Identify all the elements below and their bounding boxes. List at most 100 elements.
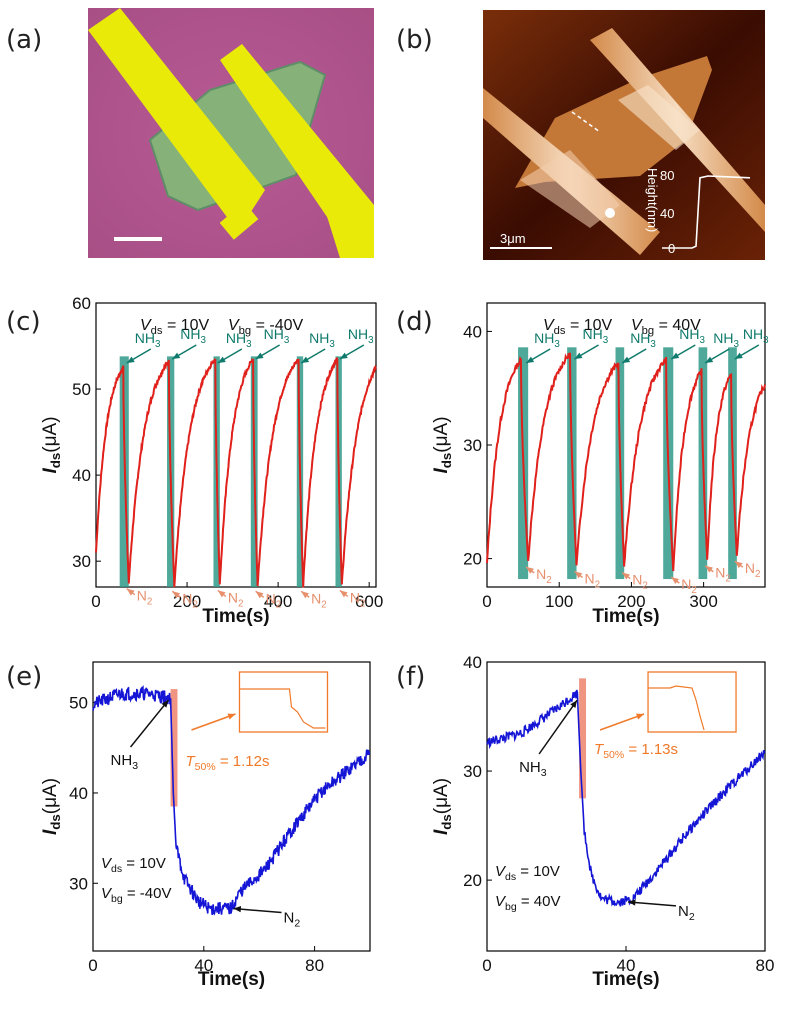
nh3-label-2-sub: 3 bbox=[650, 339, 656, 350]
n2-label-1-main: N bbox=[585, 570, 595, 586]
y-tick-label: 40 bbox=[463, 653, 482, 672]
optical-image bbox=[88, 8, 374, 258]
vbg-sub: bg bbox=[111, 893, 123, 905]
y-axis-label-main: I bbox=[431, 468, 452, 474]
nh3-label-5-main: NH bbox=[743, 326, 763, 342]
plot-frame bbox=[92, 661, 371, 952]
n2-arrow-0-head bbox=[526, 566, 534, 574]
n2-label-2-sub: 2 bbox=[238, 598, 243, 609]
panel-label-d: (d) bbox=[396, 307, 433, 337]
y-tick-label: 30 bbox=[72, 552, 91, 571]
nh3-label-2-main: NH bbox=[630, 330, 650, 346]
n2-arrow-5-head bbox=[339, 590, 348, 598]
n2-label-0: N2 bbox=[536, 566, 552, 586]
n2-label-1-main: N bbox=[182, 590, 192, 606]
n2-label-5-main: N bbox=[350, 589, 360, 605]
nh3-arrow-4-head bbox=[301, 356, 310, 363]
nh3-arrow-shaft bbox=[129, 699, 170, 748]
vds-value: = 10V bbox=[566, 317, 613, 334]
t50-label: T50% = 1.12s bbox=[185, 753, 269, 773]
inset-trace bbox=[239, 688, 326, 729]
n2-label-0-main: N bbox=[137, 588, 147, 604]
n2-label-0-sub: 2 bbox=[147, 597, 152, 608]
condition-vds: Vds = 10V bbox=[543, 317, 613, 337]
nh3-label: NH3 bbox=[519, 759, 547, 779]
y-tick-label: 30 bbox=[463, 762, 482, 781]
t50-main: T bbox=[594, 741, 605, 758]
y-tick-label: 50 bbox=[72, 380, 91, 399]
nh3-label-4-sub: 3 bbox=[733, 339, 739, 350]
current-trace bbox=[92, 685, 371, 916]
condition-vds: Vds = 10V bbox=[495, 863, 560, 883]
nh3-label-3-sub: 3 bbox=[284, 335, 290, 346]
afm-height-axis-label: Height(nm) bbox=[645, 168, 660, 232]
afm-scale-bar-label: 3μm bbox=[500, 231, 526, 246]
vds-sub: ds bbox=[151, 325, 163, 337]
n2-label-2: N2 bbox=[228, 589, 244, 609]
inset-trace bbox=[648, 685, 705, 731]
n2-label-5-main: N bbox=[745, 560, 755, 576]
nh3-arrow-1-head bbox=[574, 352, 583, 359]
y-tick-label: 30 bbox=[463, 436, 482, 455]
nh3-label-2-main: NH bbox=[226, 330, 246, 346]
nh3-arrow-head bbox=[161, 699, 169, 708]
n2-label-4: N2 bbox=[715, 565, 731, 585]
y-axis-label-group: Ids(μA) bbox=[40, 778, 63, 835]
afm-image: 3μm Height(nm) 80 40 0 bbox=[483, 10, 765, 260]
y-axis-label-unit: (μA) bbox=[431, 416, 452, 452]
nh3-arrow-0-head bbox=[526, 356, 535, 363]
n2-label-2-main: N bbox=[228, 589, 238, 605]
condition-vbg: Vbg = -40V bbox=[228, 317, 303, 337]
t50-main: T bbox=[185, 753, 196, 770]
n2-label-0-main: N bbox=[536, 566, 546, 582]
inset-arrow-head bbox=[636, 713, 645, 720]
condition-vds: Vds = 10V bbox=[101, 855, 166, 875]
y-axis-label-sub: ds bbox=[48, 814, 63, 830]
t50-value: = 1.13s bbox=[624, 741, 678, 758]
y-tick-label: 40 bbox=[72, 466, 91, 485]
n2-arrow-5-head bbox=[734, 561, 743, 569]
y-axis-label-unit: (μA) bbox=[40, 416, 61, 452]
t50-label: T50% = 1.13s bbox=[594, 741, 678, 761]
x-axis-label: Time(s) bbox=[202, 606, 269, 627]
nh3-arrow-3-head bbox=[255, 352, 264, 359]
nh3-label-4-main: NH bbox=[309, 330, 329, 346]
nh3-label-3-sub: 3 bbox=[700, 335, 706, 346]
panel-label-b: (b) bbox=[396, 25, 433, 55]
n2-label-sub: 2 bbox=[689, 911, 695, 923]
nh3-label-5: NH3 bbox=[743, 326, 769, 346]
x-axis-label: Time(s) bbox=[592, 606, 659, 627]
nh3-label-4: NH3 bbox=[713, 330, 739, 350]
n2-label-4-main: N bbox=[311, 590, 321, 606]
n2-label-4-sub: 2 bbox=[725, 574, 730, 585]
inset-box bbox=[238, 671, 329, 733]
nh3-arrow-5-head bbox=[734, 352, 743, 359]
panel-label-f: (f) bbox=[396, 662, 425, 692]
n2-label-1-sub: 2 bbox=[595, 579, 600, 590]
x-tick-label: 0 bbox=[482, 956, 491, 975]
y-tick-label: 20 bbox=[463, 871, 482, 890]
y-tick-label: 30 bbox=[69, 874, 88, 893]
x-tick-label: 600 bbox=[355, 592, 383, 611]
y-axis-label-main: I bbox=[431, 829, 452, 835]
n2-arrow-1-head bbox=[172, 591, 181, 599]
nh3-label: NH3 bbox=[111, 752, 139, 772]
t50-sub: 50% bbox=[603, 749, 624, 761]
panel-label-a: (a) bbox=[6, 25, 42, 55]
panel-label-c: (c) bbox=[6, 307, 41, 337]
x-tick-label: 80 bbox=[756, 956, 775, 975]
vbg-value: = 40V bbox=[517, 893, 561, 910]
nh3-label-0-main: NH bbox=[135, 330, 155, 346]
n2-label-2-main: N bbox=[632, 572, 642, 588]
condition-vbg: Vbg = -40V bbox=[101, 885, 171, 905]
y-tick-label: 40 bbox=[463, 322, 482, 341]
x-axis-label: Time(s) bbox=[592, 969, 659, 990]
nh3-label-4-main: NH bbox=[713, 330, 733, 346]
nh3-arrow-2-head bbox=[217, 356, 226, 363]
vbg-value: = 40V bbox=[654, 317, 701, 334]
nh3-label-sub: 3 bbox=[541, 767, 547, 779]
n2-label-main: N bbox=[678, 903, 689, 920]
